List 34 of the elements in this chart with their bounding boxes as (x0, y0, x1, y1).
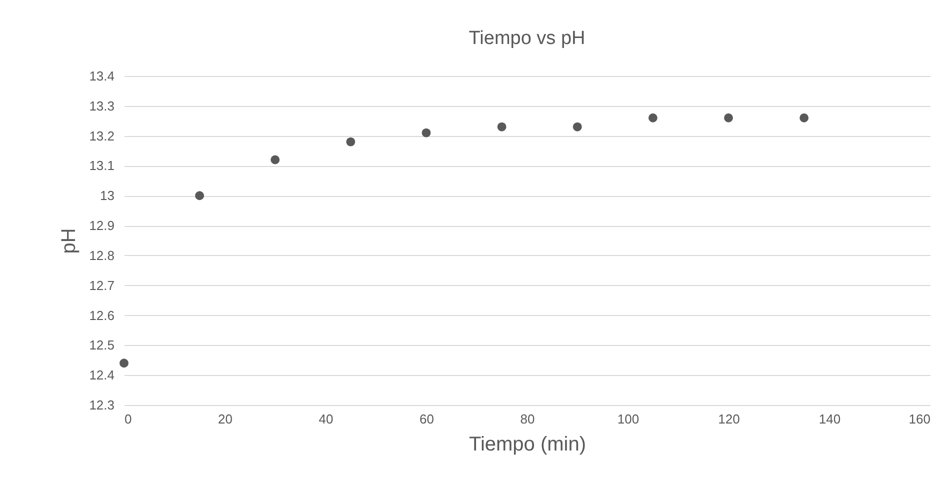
point (724, 113, 733, 122)
point (422, 128, 431, 138)
x-tick-label: 140 (818, 412, 841, 426)
y-tick-label: 13.1 (89, 158, 114, 174)
y-tick-label: 13.3 (89, 98, 114, 114)
y-tick-label: 12.3 (89, 398, 114, 412)
y-tick-label: 12.9 (89, 218, 114, 234)
point (195, 191, 204, 200)
point (120, 358, 128, 368)
point (648, 113, 658, 122)
y-tick-label: 12.8 (89, 248, 114, 263)
x-axis-title: Tiempo (min) (468, 434, 586, 456)
x-tick-label: 120 (718, 412, 740, 426)
x-tick-label: 60 (420, 412, 434, 426)
point (346, 137, 356, 146)
x-tick-label: 80 (520, 412, 535, 426)
y-tick-label: 12.7 (89, 278, 114, 293)
y-axis-title: pH (58, 228, 80, 254)
point (800, 113, 809, 122)
y-tick-label: 13 (100, 188, 114, 204)
y-tick-label: 12.4 (89, 368, 114, 383)
x-tick-label: 0 (124, 412, 132, 426)
x-tick-label: 20 (218, 412, 232, 426)
point (497, 122, 506, 132)
point (572, 122, 582, 132)
y-tick-label: 13.2 (89, 128, 114, 144)
x-tick-label: 160 (908, 412, 930, 426)
x-tick-label: 100 (617, 412, 640, 426)
point (270, 155, 280, 164)
y-tick-label: 13.4 (89, 68, 114, 84)
x-tick-label: 40 (318, 412, 334, 426)
y-tick-label: 12.5 (89, 338, 114, 353)
chart-title: Tiempo vs pH (468, 28, 586, 49)
y-tick-label: 12.6 (89, 308, 114, 323)
